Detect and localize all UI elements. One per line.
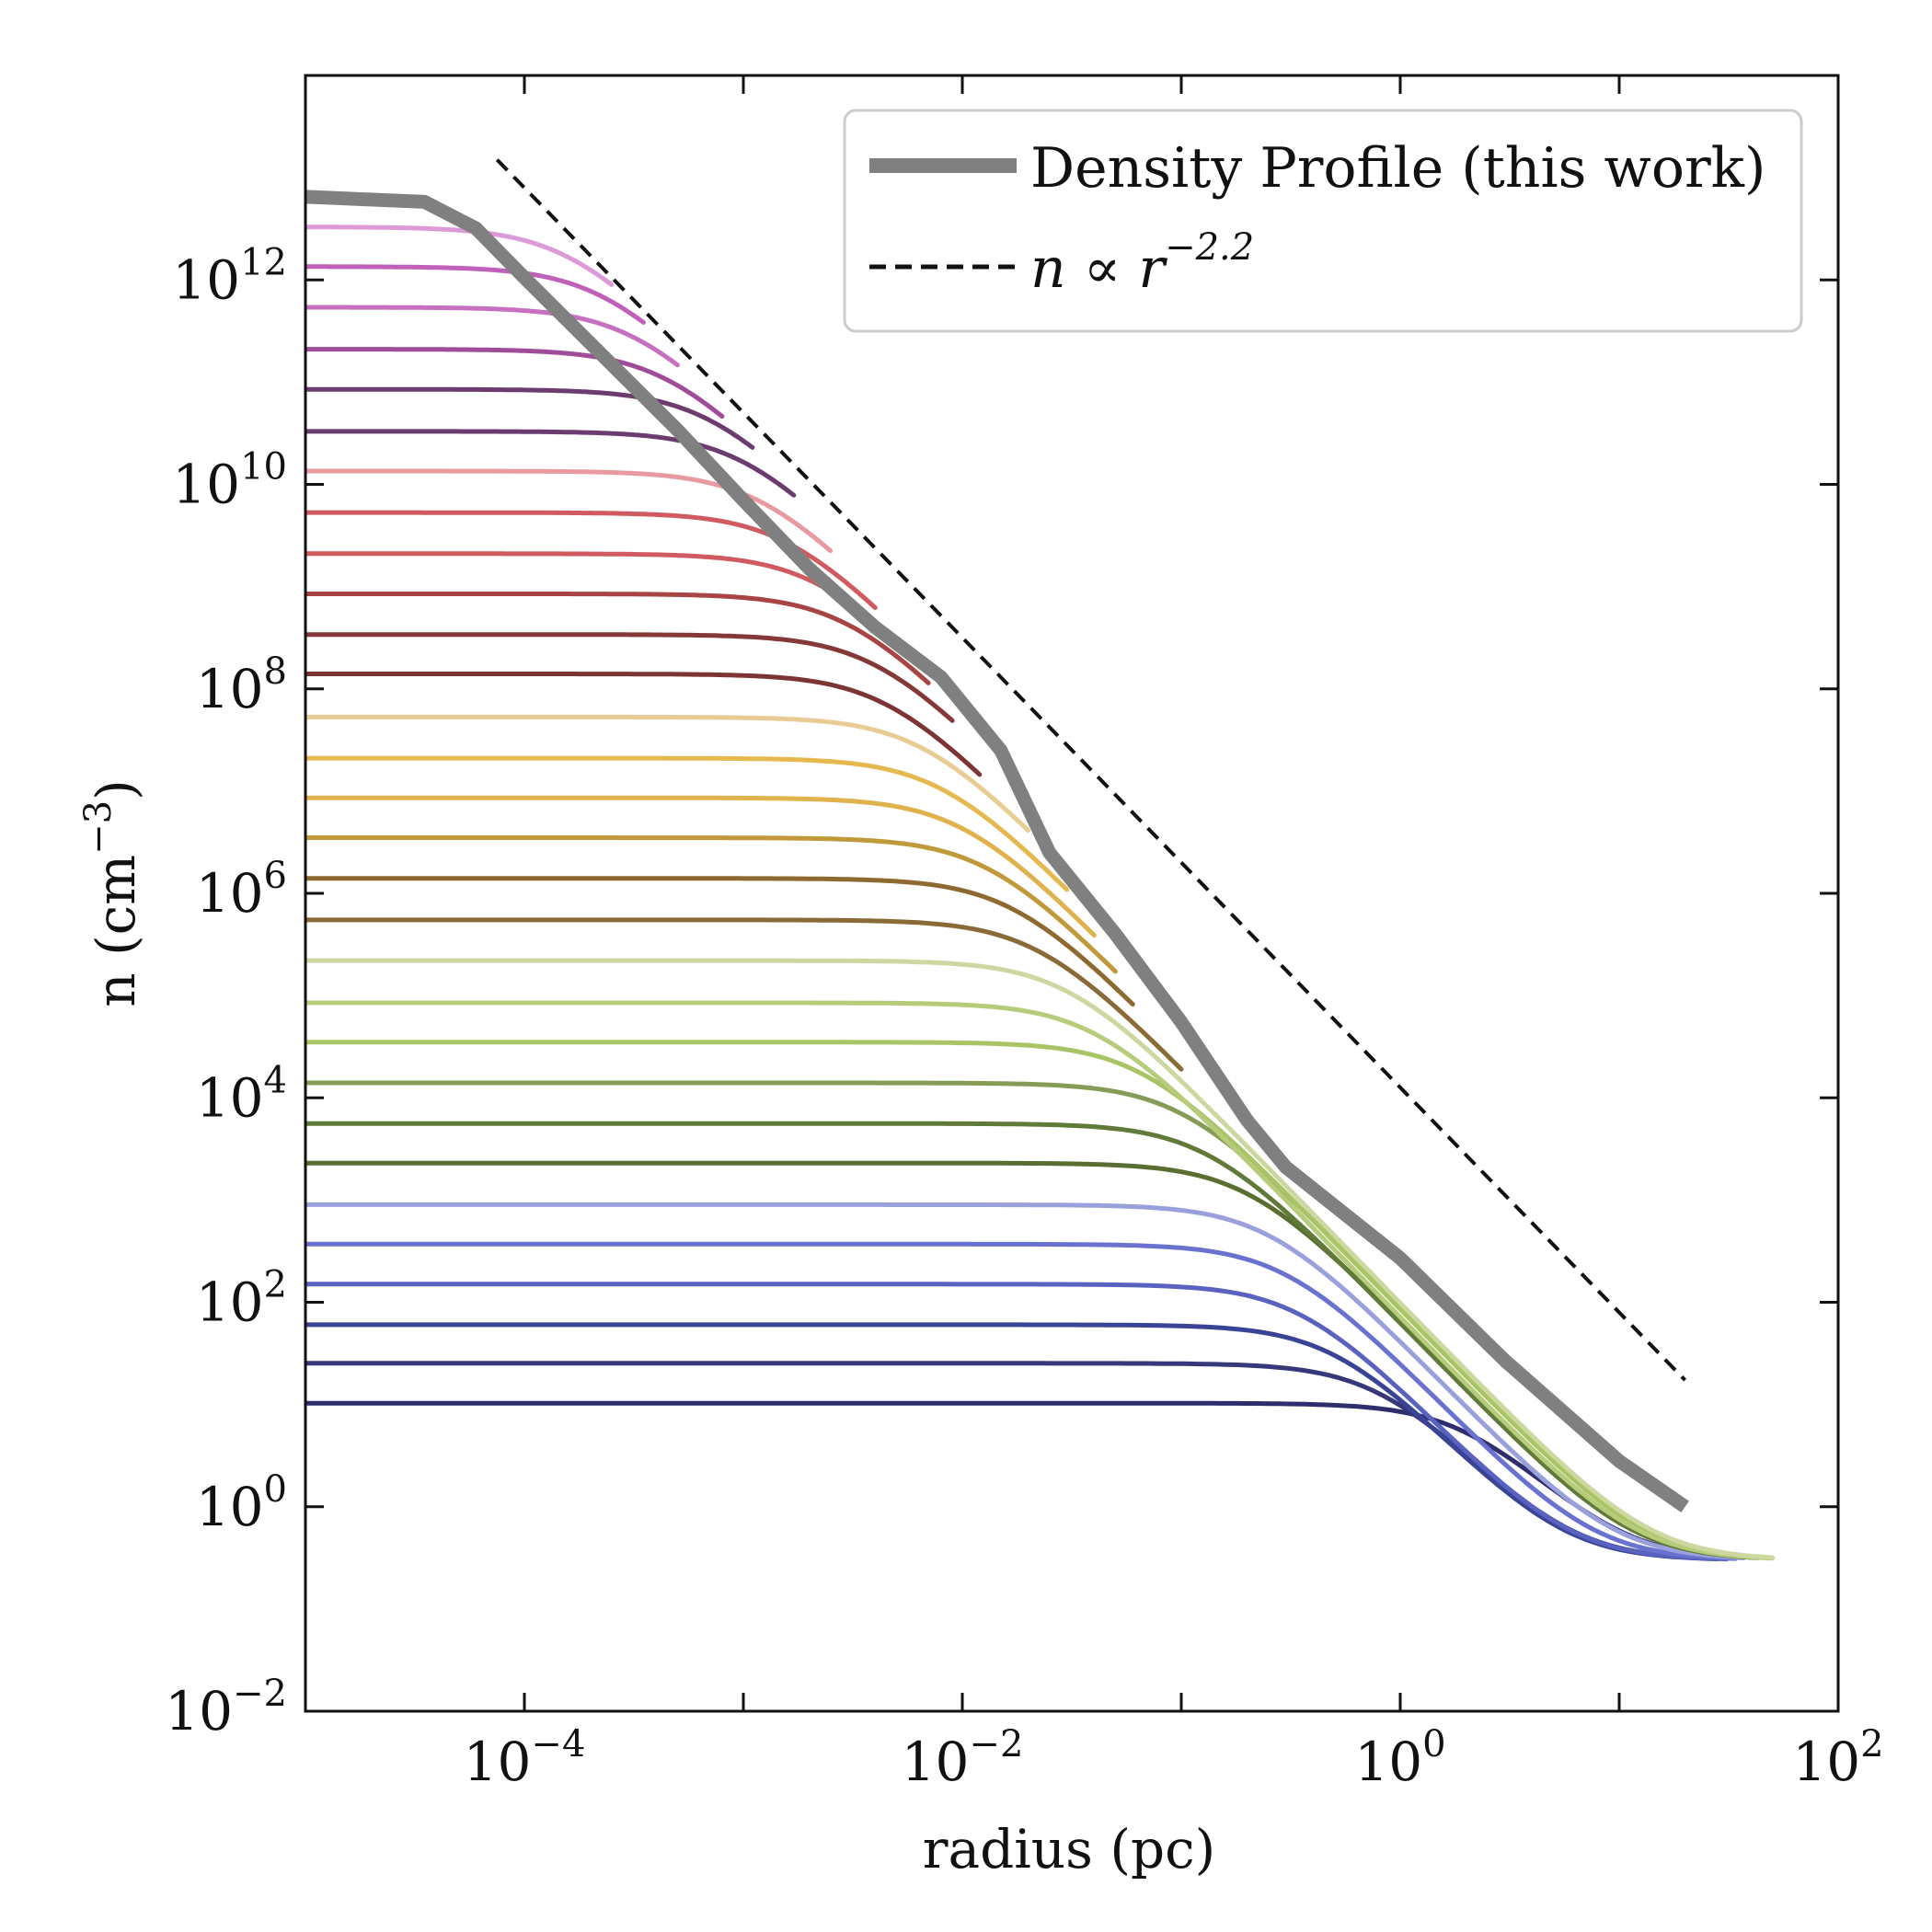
profile-line (305, 347, 725, 420)
y-tick-label: 102 (196, 1264, 287, 1334)
profile-line (305, 1040, 1773, 1560)
y-tick-label: 100 (196, 1468, 287, 1538)
y-tick-label: 104 (196, 1059, 287, 1129)
profile-line (305, 386, 755, 450)
y-tick-label: 108 (196, 650, 287, 720)
x-tick-label: 100 (1354, 1723, 1445, 1793)
profile-line (305, 1241, 1738, 1561)
profile-line (305, 917, 1184, 1072)
profile-line (305, 672, 983, 777)
y-tick-label: 106 (196, 855, 287, 925)
profile-line (305, 714, 1031, 834)
x-tick-label: 10−4 (464, 1723, 586, 1793)
profile-line (305, 795, 1097, 938)
profile-line (305, 1000, 1775, 1561)
main-curves (305, 158, 1689, 1512)
profile-line (305, 224, 615, 287)
profile-line (305, 429, 797, 498)
profile-line (305, 876, 1135, 1007)
y-tick-label: 1010 (172, 446, 287, 516)
y-tick-label: 1012 (172, 241, 287, 311)
profile-line (305, 592, 931, 685)
density-profile-line (305, 190, 1689, 1512)
x-tick-label: 102 (1792, 1723, 1883, 1793)
x-tick-label: 10−2 (902, 1723, 1024, 1793)
profile-line (305, 958, 1775, 1560)
profile-line (305, 1400, 1688, 1555)
legend-label-density-profile: Density Profile (this work) (1030, 136, 1765, 201)
profile-line (305, 264, 646, 325)
profile-lines (305, 224, 1775, 1562)
profile-line (305, 1322, 1719, 1561)
profile-line (305, 835, 1118, 974)
profile-line (305, 305, 680, 368)
legend-label-power-law: n ∝ r−2.2 (1030, 226, 1254, 301)
axis-ticks: 10−4 10−2 100 102 10−2 100 102 104 106 108 1010 101… (165, 75, 1884, 1793)
legend-box (843, 109, 1803, 333)
profile-line (305, 755, 1070, 892)
profile-line (305, 1202, 1746, 1560)
power-law-line (495, 158, 1687, 1382)
profile-line (305, 632, 955, 723)
y-tick-label: 10−2 (165, 1673, 287, 1742)
x-axis-title: radius (pc) (923, 1818, 1215, 1880)
profile-line (305, 1121, 1761, 1560)
legend: Density Profile (this work) n ∝ r−2.2 (843, 109, 1803, 333)
y-axis-title: n (cm−3) (77, 779, 147, 1007)
profile-line (305, 551, 899, 643)
profile-line (305, 1282, 1730, 1562)
